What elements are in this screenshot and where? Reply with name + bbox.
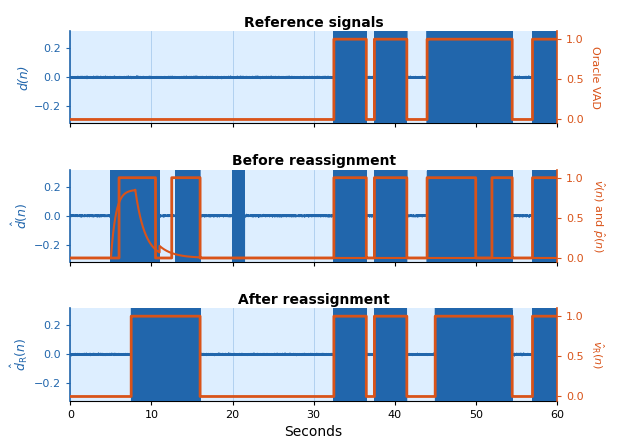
X-axis label: Seconds: Seconds: [285, 425, 342, 439]
Y-axis label: $\hat{v}(n)$ and $\hat{p}(n)$: $\hat{v}(n)$ and $\hat{p}(n)$: [590, 179, 607, 253]
Y-axis label: $\hat{v}_{\mathrm{R}}(n)$: $\hat{v}_{\mathrm{R}}(n)$: [590, 340, 606, 369]
Y-axis label: $\hat{d}(n)$: $\hat{d}(n)$: [10, 202, 30, 229]
Y-axis label: $\hat{d}_{\mathrm{R}}(n)$: $\hat{d}_{\mathrm{R}}(n)$: [9, 338, 30, 371]
Title: After reassignment: After reassignment: [237, 293, 390, 307]
Y-axis label: d(n): d(n): [17, 65, 30, 90]
Title: Reference signals: Reference signals: [244, 16, 383, 30]
Title: Before reassignment: Before reassignment: [232, 154, 396, 169]
Y-axis label: Oracle VAD: Oracle VAD: [590, 46, 600, 109]
